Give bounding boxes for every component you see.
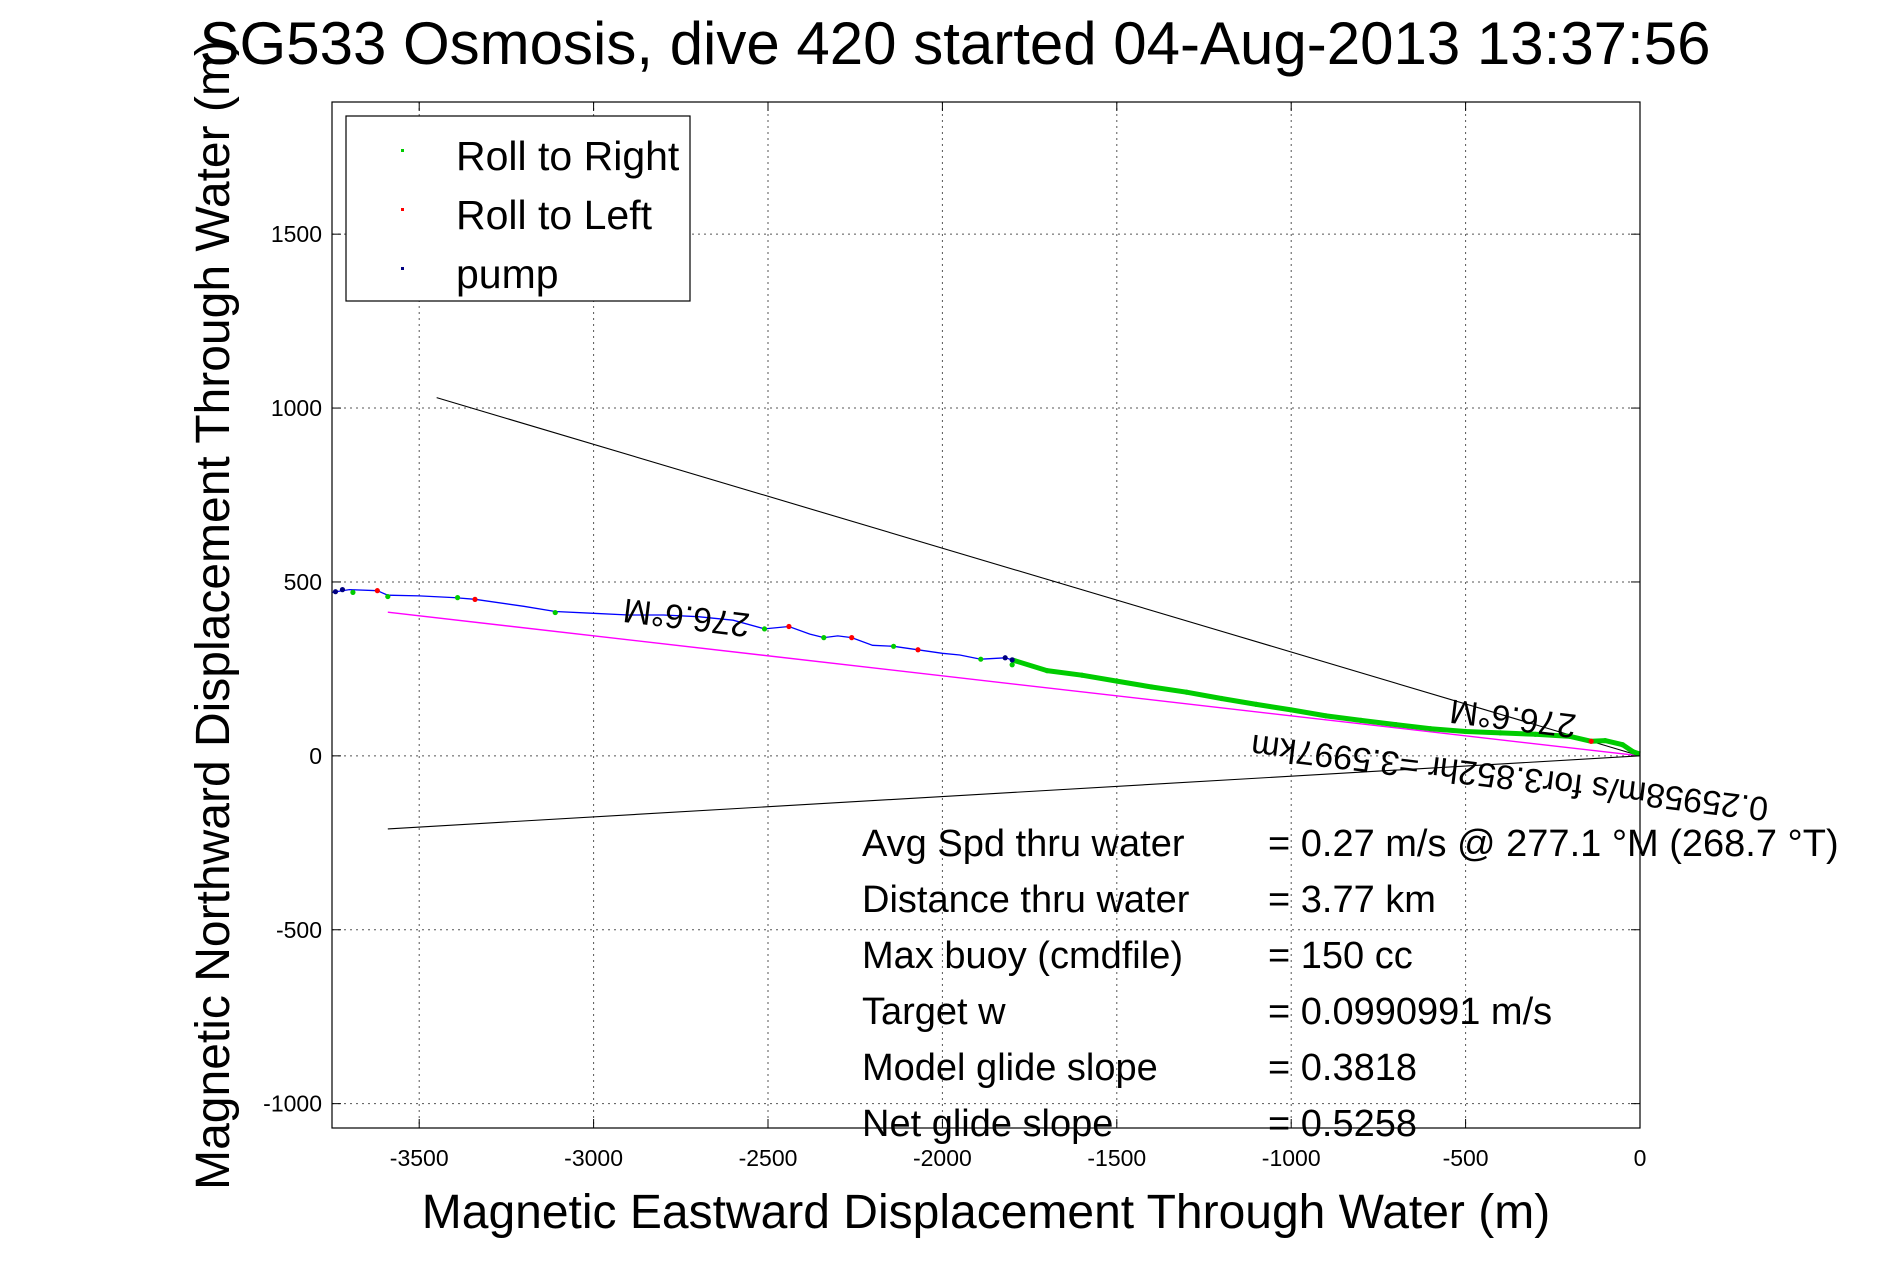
point-roll-to-right <box>1288 707 1294 713</box>
stat-label: Model glide slope <box>862 1047 1158 1089</box>
stat-label: Max buoy (cmdfile) <box>862 935 1183 977</box>
point-roll-to-right <box>454 595 461 601</box>
legend: Roll to Right Roll to Left pump <box>345 115 691 302</box>
stat-value: = 150 cc <box>1268 935 1413 977</box>
x-tick-label: -3500 <box>390 1145 449 1171</box>
stat-value: = 3.77 km <box>1268 879 1436 921</box>
legend-marker-pump <box>401 267 404 270</box>
y-tick-label: 1500 <box>271 221 322 247</box>
point-roll-to-right <box>1149 684 1155 690</box>
ticks-layer: -3500 -3000 -2500 -2000 -1500 -1000 -500 0 -1000… <box>263 102 1646 1171</box>
points-layer <box>332 587 1636 755</box>
y-tick-label: 500 <box>284 569 322 595</box>
point-roll-to-right <box>761 626 768 632</box>
point-roll-to-right <box>1009 662 1015 668</box>
point-pump <box>1002 655 1008 661</box>
point-roll-to-right <box>1619 742 1626 748</box>
x-tick-label: -2000 <box>913 1145 972 1171</box>
stat-label: Distance thru water <box>862 879 1190 921</box>
point-roll-to-left <box>915 647 921 653</box>
y-tick-label: 0 <box>309 743 322 769</box>
x-tick-label: -1500 <box>1087 1145 1146 1171</box>
stat-value: = 0.0990991 m/s <box>1268 991 1552 1033</box>
x-axis-label: Magnetic Eastward Displacement Through W… <box>422 1186 1550 1239</box>
stat-value: = 0.5258 <box>1268 1103 1417 1145</box>
point-roll-to-left <box>786 623 792 630</box>
point-roll-to-right <box>350 589 356 595</box>
x-tick-label: -500 <box>1443 1145 1489 1171</box>
point-pump <box>1009 657 1015 663</box>
x-tick-label: -1000 <box>1262 1145 1321 1171</box>
point-roll-to-right <box>1532 731 1538 737</box>
point-roll-to-left <box>1588 738 1594 744</box>
point-roll-to-right <box>1253 701 1259 707</box>
point-roll-to-right <box>1463 728 1469 735</box>
point-roll-to-right <box>1114 678 1120 684</box>
y-tick-label: -1000 <box>263 1091 322 1117</box>
point-roll-to-left <box>849 635 855 641</box>
stat-label: Net glide slope <box>862 1103 1113 1145</box>
point-roll-to-right <box>552 609 558 616</box>
stat-label: Target w <box>862 991 1006 1033</box>
stat-value: = 0.27 m/s @ 277.1 °M (268.7 °T) <box>1268 823 1839 865</box>
x-tick-label: -2500 <box>739 1145 798 1171</box>
x-tick-label: -3000 <box>564 1145 623 1171</box>
legend-label-pump: pump <box>456 251 559 297</box>
legend-label-roll-right: Roll to Right <box>456 133 680 179</box>
point-roll-to-right <box>1567 733 1573 739</box>
roll-right-dense-segment <box>1011 657 1641 757</box>
stat-value: = 0.3818 <box>1268 1047 1417 1089</box>
point-roll-to-right <box>1630 749 1636 755</box>
point-roll-to-right <box>1497 730 1504 736</box>
heading-line <box>387 611 1641 757</box>
y-axis-label: Magnetic Northward Displacement Through … <box>187 40 240 1190</box>
legend-label-roll-left: Roll to Left <box>456 192 653 238</box>
point-roll-to-right <box>1323 713 1329 719</box>
point-roll-to-right <box>1358 717 1364 723</box>
point-roll-to-right <box>1079 672 1085 678</box>
point-pump <box>339 587 346 593</box>
point-roll-to-right <box>1218 695 1225 702</box>
upper-bound-line <box>436 397 1641 757</box>
point-roll-to-right <box>385 593 391 600</box>
chart-title: SG533 Osmosis, dive 420 started 04-Aug-2… <box>200 10 1711 77</box>
point-roll-to-right <box>1183 689 1190 695</box>
point-roll-to-right <box>978 656 984 662</box>
point-pump <box>332 589 339 595</box>
y-tick-label: -500 <box>276 917 322 943</box>
point-roll-to-right <box>1393 721 1399 728</box>
legend-marker-roll-right <box>401 149 404 152</box>
point-roll-to-right <box>1602 737 1608 744</box>
reference-lines <box>387 397 1641 830</box>
point-roll-to-right <box>1044 668 1050 674</box>
legend-marker-roll-left <box>401 208 404 211</box>
point-roll-to-right <box>890 643 897 649</box>
lower-bound-line <box>387 755 1641 830</box>
point-roll-to-left <box>472 596 478 602</box>
y-tick-label: 1000 <box>271 395 322 421</box>
point-roll-to-left <box>374 588 380 594</box>
plot-frame <box>331 101 1641 1129</box>
stat-label: Avg Spd thru water <box>862 823 1185 865</box>
stats-block: Avg Spd thru water = 0.27 m/s @ 277.1 °M … <box>862 823 1839 1145</box>
point-roll-to-right <box>821 635 827 641</box>
x-tick-label: 0 <box>1634 1145 1647 1171</box>
point-roll-to-right <box>1428 726 1434 732</box>
